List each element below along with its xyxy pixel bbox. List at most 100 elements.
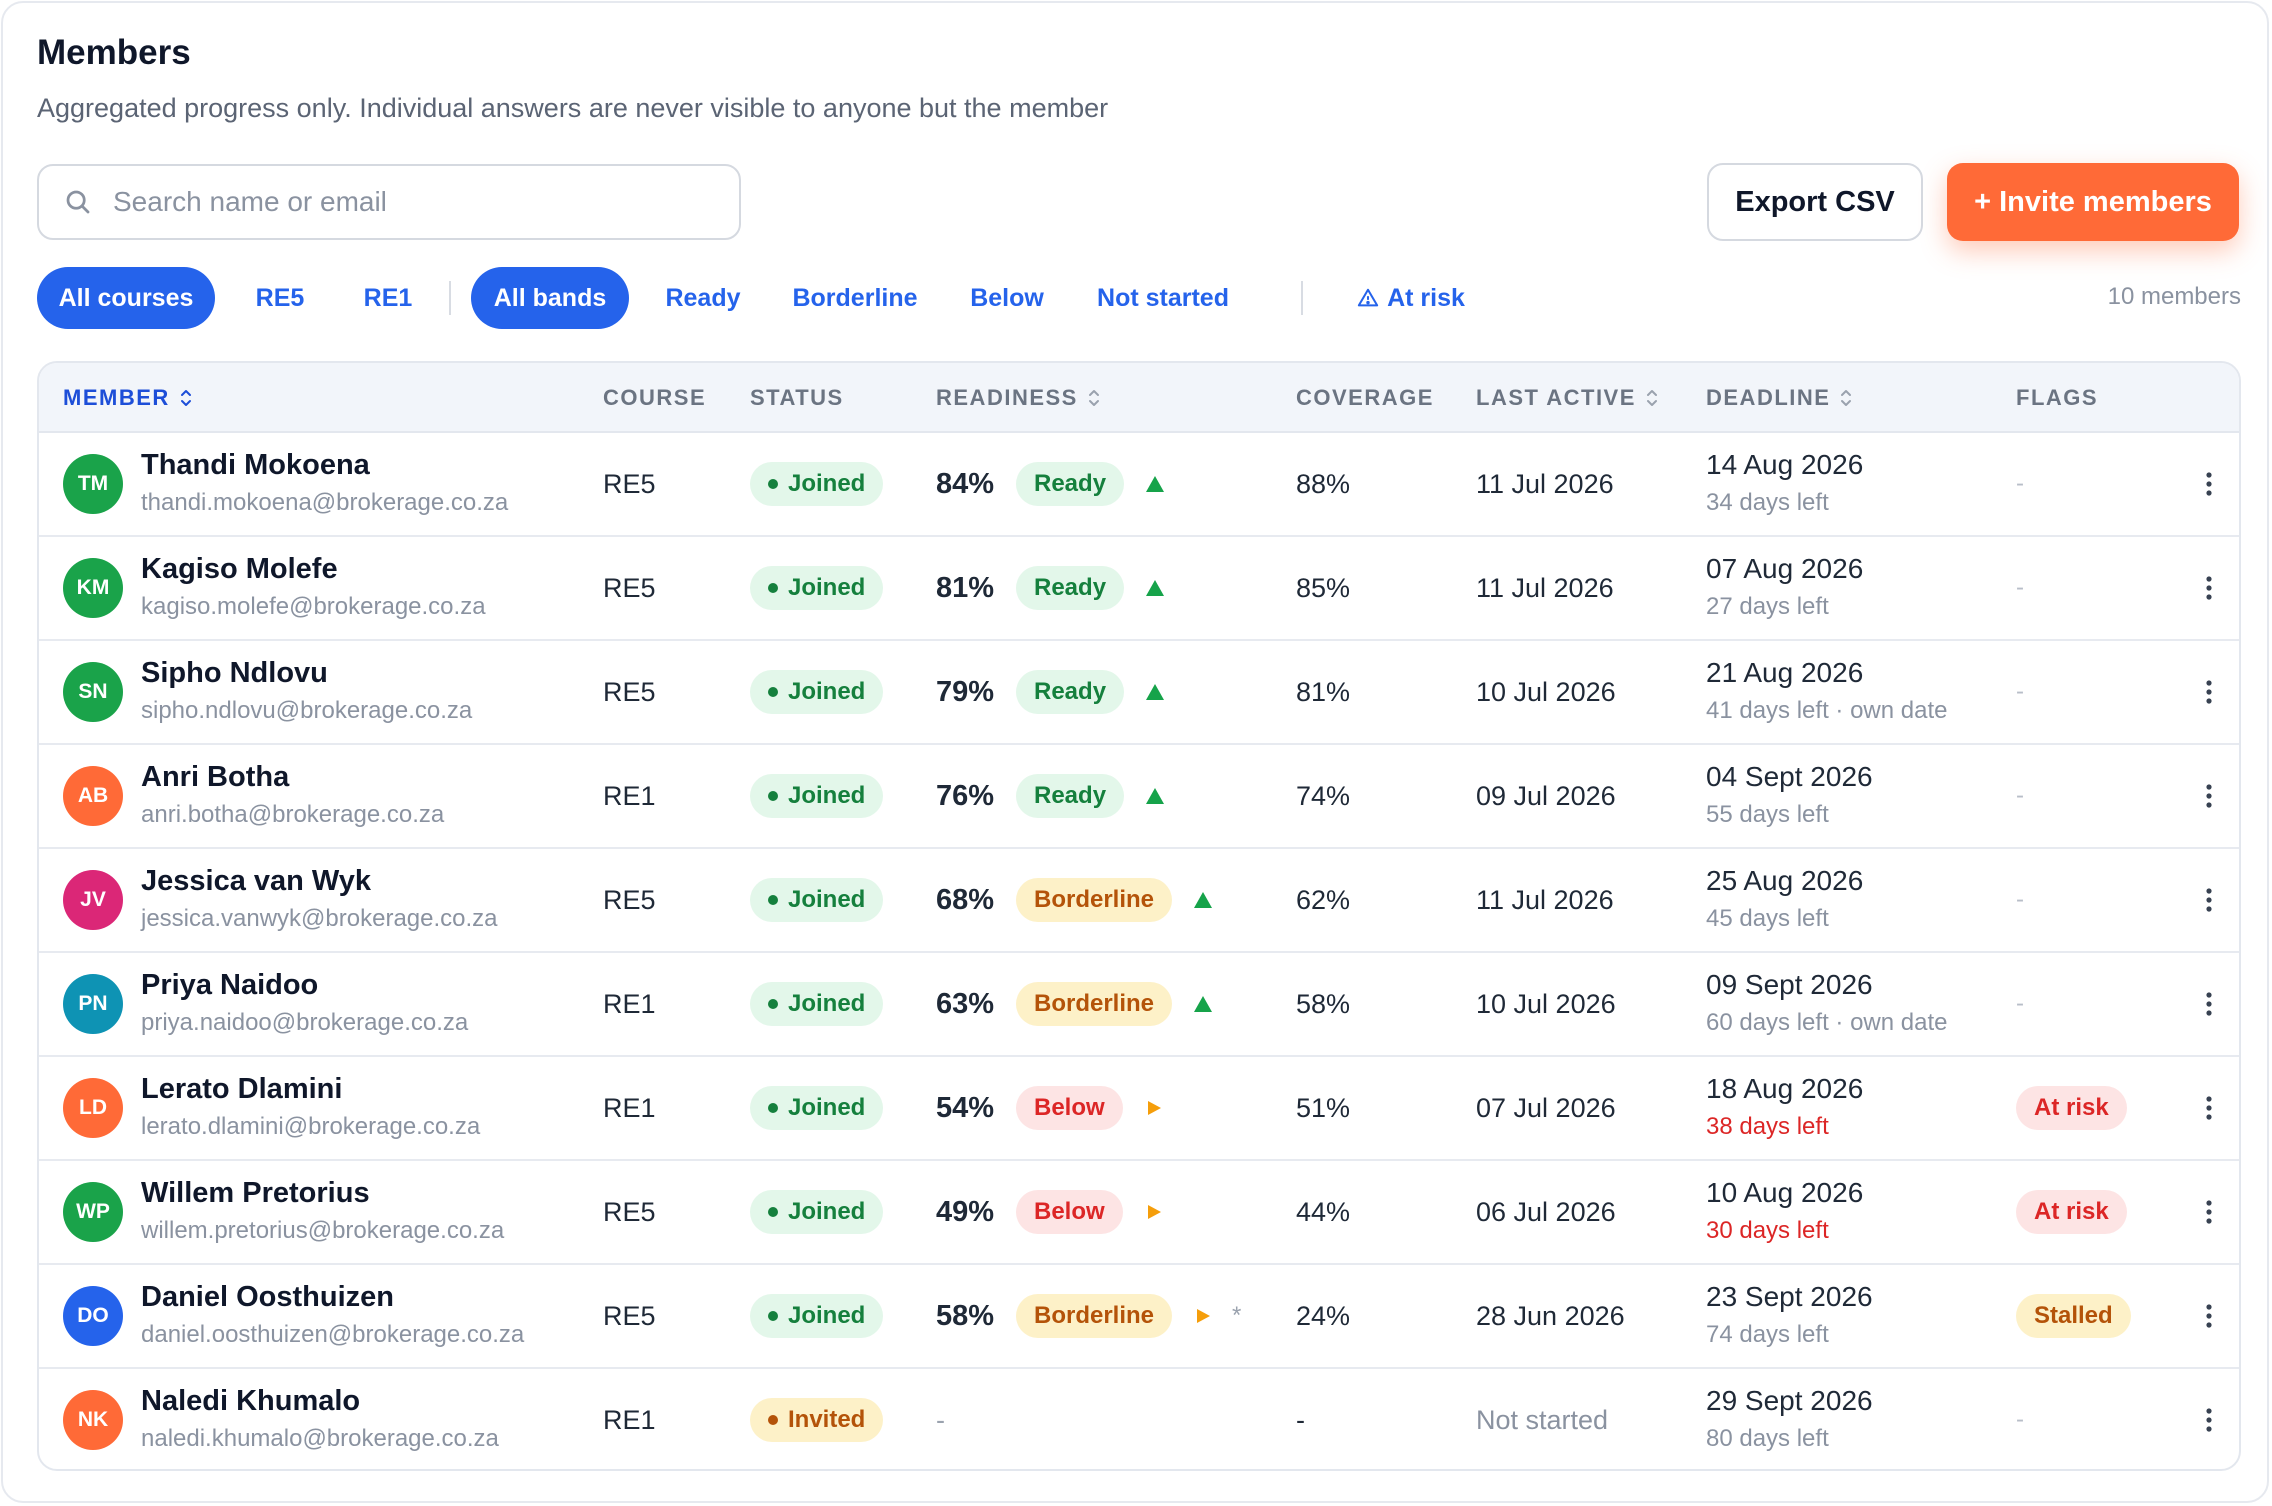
status-dot bbox=[768, 1207, 778, 1217]
filter-chip-all-courses[interactable]: All courses bbox=[37, 267, 215, 329]
filter-chip-not-started[interactable]: Not started bbox=[1097, 283, 1229, 312]
readiness-percent: 49% bbox=[936, 1195, 995, 1228]
row-menu-button[interactable] bbox=[2189, 1296, 2229, 1336]
deadline-days-left: 27 days left bbox=[1706, 593, 1829, 620]
table-row[interactable]: NK Naledi Khumalo naledi.khumalo@brokerage… bbox=[39, 1369, 2239, 1469]
sort-member-header[interactable]: MEMBER bbox=[63, 363, 193, 433]
readiness-cell: 58% Borderline * bbox=[936, 1265, 1241, 1367]
sort-deadline-header[interactable]: DEADLINE bbox=[1706, 363, 1853, 433]
coverage-value: 58% bbox=[1296, 988, 1351, 1019]
readiness-percent: 58% bbox=[936, 1299, 995, 1332]
more-vertical-icon bbox=[2206, 1408, 2212, 1432]
avatar: DO bbox=[63, 1286, 123, 1346]
export-csv-button[interactable]: Export CSV bbox=[1707, 163, 1923, 241]
row-menu-button[interactable] bbox=[2189, 1192, 2229, 1232]
search-input[interactable] bbox=[113, 186, 713, 218]
sort-last-active-header[interactable]: LAST ACTIVE bbox=[1476, 363, 1659, 433]
row-menu-button[interactable] bbox=[2189, 672, 2229, 712]
row-menu-button[interactable] bbox=[2189, 1088, 2229, 1128]
member-name[interactable]: Jessica van Wyk bbox=[141, 865, 372, 897]
sort-readiness-header[interactable]: READINESS bbox=[936, 363, 1101, 433]
trend-up-icon bbox=[1146, 788, 1165, 804]
trend-flat-icon bbox=[1147, 1205, 1161, 1219]
row-menu-button[interactable] bbox=[2189, 880, 2229, 920]
filter-chip-ready[interactable]: Ready bbox=[665, 283, 741, 312]
last-active-value: 09 Jul 2026 bbox=[1476, 780, 1616, 811]
filter-chip-all-bands[interactable]: All bands bbox=[471, 267, 629, 329]
member-name[interactable]: Kagiso Molefe bbox=[141, 553, 338, 585]
readiness-percent: - bbox=[936, 1404, 945, 1435]
status-badge: Invited bbox=[750, 1398, 884, 1442]
member-name[interactable]: Willem Pretorius bbox=[141, 1177, 370, 1209]
member-name[interactable]: Lerato Dlamini bbox=[141, 1073, 343, 1105]
last-active-value: 07 Jul 2026 bbox=[1476, 1092, 1616, 1123]
row-menu-button[interactable] bbox=[2189, 776, 2229, 816]
avatar: PN bbox=[63, 974, 123, 1034]
status-badge: Joined bbox=[750, 1086, 884, 1130]
filter-divider bbox=[1301, 281, 1303, 315]
readiness-percent: 76% bbox=[936, 779, 995, 812]
last-active-value: Not started bbox=[1476, 1404, 1609, 1435]
trend-flat-icon bbox=[1197, 1309, 1211, 1323]
member-email: kagiso.molefe@brokerage.co.za bbox=[141, 593, 486, 620]
status-cell: Joined bbox=[750, 433, 884, 535]
table-row[interactable]: PN Priya Naidoo priya.naidoo@brokerage.co.… bbox=[39, 953, 2239, 1057]
status-label: Joined bbox=[788, 574, 866, 601]
member-name[interactable]: Thandi Mokoena bbox=[141, 449, 370, 481]
table-row[interactable]: AB Anri Botha anri.botha@brokerage.co.za RE… bbox=[39, 745, 2239, 849]
member-name[interactable]: Sipho Ndlovu bbox=[141, 657, 328, 689]
coverage-value: 44% bbox=[1296, 1196, 1351, 1227]
table-row[interactable]: DO Daniel Oosthuizen daniel.oosthuizen@bro… bbox=[39, 1265, 2239, 1369]
flags-cell: At risk bbox=[2016, 1161, 2127, 1263]
flag-empty: - bbox=[2016, 782, 2024, 809]
table-row[interactable]: SN Sipho Ndlovu sipho.ndlovu@brokerage.co.… bbox=[39, 641, 2239, 745]
readiness-cell: 84% Ready bbox=[936, 433, 1166, 535]
flags-cell: At risk bbox=[2016, 1057, 2127, 1159]
filter-divider bbox=[449, 281, 451, 315]
course-code: RE1 bbox=[603, 780, 656, 811]
deadline-days-left: 41 days left · own date bbox=[1706, 697, 1948, 724]
coverage-value: 85% bbox=[1296, 572, 1351, 603]
last-active-value: 11 Jul 2026 bbox=[1476, 468, 1614, 499]
table-row[interactable]: JV Jessica van Wyk jessica.vanwyk@brokerag… bbox=[39, 849, 2239, 953]
row-menu-button[interactable] bbox=[2189, 568, 2229, 608]
coverage-value: 88% bbox=[1296, 468, 1351, 499]
filter-chip-at-risk[interactable]: At risk bbox=[1333, 267, 1489, 329]
filter-chip-below[interactable]: Below bbox=[970, 283, 1044, 312]
status-dot bbox=[768, 1415, 778, 1425]
readiness-band-badge: Below bbox=[1016, 1190, 1123, 1234]
member-name[interactable]: Priya Naidoo bbox=[141, 969, 319, 1001]
search-icon bbox=[66, 190, 90, 214]
filter-chip-borderline[interactable]: Borderline bbox=[792, 283, 918, 312]
filter-chip-re1[interactable]: RE1 bbox=[363, 283, 413, 312]
readiness-band-badge: Ready bbox=[1016, 462, 1125, 506]
invite-members-button[interactable]: + Invite members bbox=[1947, 163, 2239, 241]
member-name[interactable]: Naledi Khumalo bbox=[141, 1385, 361, 1417]
more-vertical-icon bbox=[2206, 992, 2212, 1016]
course-code: RE1 bbox=[603, 988, 656, 1019]
table-row[interactable]: LD Lerato Dlamini lerato.dlamini@brokerage… bbox=[39, 1057, 2239, 1161]
trend-up-icon bbox=[1194, 892, 1213, 908]
readiness-cell: 49% Below bbox=[936, 1161, 1165, 1263]
status-badge: Joined bbox=[750, 566, 884, 610]
more-vertical-icon bbox=[2206, 888, 2212, 912]
coverage-value: 51% bbox=[1296, 1092, 1351, 1123]
row-menu-button[interactable] bbox=[2189, 984, 2229, 1024]
table-row[interactable]: TM Thandi Mokoena thandi.mokoena@brokerage… bbox=[39, 433, 2239, 537]
row-menu-button[interactable] bbox=[2189, 1400, 2229, 1440]
status-cell: Joined bbox=[750, 745, 884, 847]
member-name[interactable]: Daniel Oosthuizen bbox=[141, 1281, 394, 1313]
table-row[interactable]: WP Willem Pretorius willem.pretorius@broke… bbox=[39, 1161, 2239, 1265]
table-row[interactable]: KM Kagiso Molefe kagiso.molefe@brokerage.c… bbox=[39, 537, 2239, 641]
member-name[interactable]: Anri Botha bbox=[141, 761, 290, 793]
status-dot bbox=[768, 687, 778, 697]
status-label: Joined bbox=[788, 1302, 866, 1329]
status-cell: Joined bbox=[750, 849, 884, 951]
avatar: AB bbox=[63, 766, 123, 826]
search-box[interactable] bbox=[37, 164, 741, 240]
member-email: priya.naidoo@brokerage.co.za bbox=[141, 1009, 469, 1036]
filter-chip-re5[interactable]: RE5 bbox=[255, 283, 305, 312]
avatar: TM bbox=[63, 454, 123, 514]
row-menu-button[interactable] bbox=[2189, 464, 2229, 504]
deadline-date: 10 Aug 2026 bbox=[1706, 1177, 1864, 1208]
